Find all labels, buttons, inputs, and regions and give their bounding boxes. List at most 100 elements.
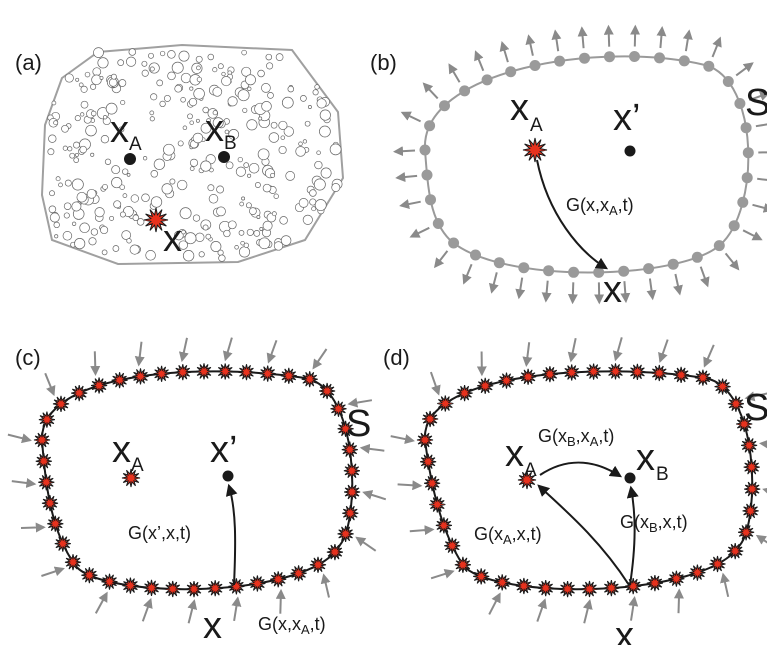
- scatterer: [180, 97, 186, 103]
- scatterer: [270, 121, 278, 129]
- receiver-dot: [554, 55, 566, 67]
- panel-d-label: (d): [383, 345, 410, 370]
- scatterer: [245, 74, 256, 86]
- scatterer: [129, 244, 140, 255]
- source-star-icon: [416, 431, 434, 449]
- inward-arrow-icon: [612, 337, 623, 362]
- green-function-inner-label: G(x’,x,t): [128, 523, 191, 543]
- receiver-dot: [518, 262, 530, 274]
- source-star-icon: [689, 564, 706, 581]
- inward-arrow-icon: [355, 536, 377, 552]
- scatterer: [93, 47, 104, 58]
- scatterer: [99, 75, 104, 80]
- source-star-icon: [33, 431, 51, 449]
- source-star-icon: [341, 441, 358, 458]
- green-function-ab-label: G(xB,xA,t): [538, 426, 614, 449]
- scatterer: [256, 215, 261, 219]
- scatterer: [122, 168, 129, 175]
- scatterer: [298, 141, 303, 147]
- inward-arrow-icon: [231, 596, 242, 622]
- scatterer: [104, 158, 112, 165]
- inward-arrow-icon: [275, 588, 286, 614]
- scatterer: [314, 160, 323, 170]
- green-function-arrow: [536, 159, 609, 270]
- scatterer: [119, 211, 126, 218]
- receiver-dot: [629, 51, 640, 62]
- scatterer: [309, 189, 317, 197]
- scatterer: [182, 250, 195, 262]
- inward-arrow-icon: [488, 592, 501, 615]
- source-star-icon: [91, 377, 108, 394]
- scatterer: [48, 134, 57, 143]
- scatterer: [145, 250, 156, 261]
- inward-arrow-icon: [41, 566, 65, 577]
- source-star-icon: [35, 453, 52, 470]
- receiver-dot: [618, 265, 630, 277]
- inward-arrow-icon: [720, 572, 730, 598]
- source-star-icon: [737, 524, 755, 541]
- scatterer: [173, 230, 184, 241]
- source-star-icon: [326, 543, 344, 561]
- outward-arrow-icon: [724, 252, 740, 271]
- scatterer: [150, 93, 158, 101]
- inward-arrows: [7, 337, 387, 624]
- scatterer: [212, 86, 223, 97]
- scatterer: [205, 233, 212, 240]
- scatterer: [243, 162, 250, 168]
- scatterer: [320, 167, 332, 179]
- scatterer: [283, 126, 294, 137]
- source-star-icon: [71, 384, 88, 402]
- inward-arrow-icon: [536, 598, 547, 622]
- scatterer: [167, 71, 176, 81]
- scatterer: [228, 129, 240, 140]
- scatterer: [74, 152, 79, 157]
- point-a-label: x: [505, 433, 524, 475]
- scatterer: [241, 49, 247, 56]
- outward-arrow-icon: [755, 123, 767, 128]
- surface-label: S: [744, 387, 767, 429]
- scatterer: [100, 225, 109, 235]
- inward-arrows: [390, 337, 767, 624]
- source-star-icon: [344, 483, 361, 501]
- scatterer: [195, 118, 200, 123]
- inward-arrow-icon: [266, 339, 278, 364]
- scatterer: [64, 179, 72, 187]
- source-star-icon: [672, 366, 690, 384]
- scatterer: [313, 178, 326, 191]
- scatterer: [178, 50, 190, 62]
- outward-arrow-icon: [525, 34, 536, 56]
- source-star-icon: [228, 578, 245, 595]
- scatterer: [196, 65, 201, 71]
- scatterer: [141, 60, 148, 67]
- outward-arrow-icon: [551, 29, 562, 52]
- panel-b: (b) S x A x’ G(x,xA,t) x: [370, 24, 767, 311]
- scatterer: [85, 124, 97, 137]
- scatterer: [198, 251, 205, 258]
- point-a: x A: [510, 87, 548, 163]
- scatterer: [111, 177, 123, 189]
- medium-outline: [40, 43, 345, 266]
- outward-arrow-icon: [400, 111, 422, 123]
- inward-arrow-icon: [397, 480, 423, 491]
- scatterer: [71, 221, 77, 226]
- inward-arrow-icon: [44, 372, 56, 397]
- scatterer: [118, 126, 125, 133]
- scatterer: [90, 83, 97, 90]
- scatterer: [73, 157, 80, 163]
- source-star-icon: [330, 400, 347, 417]
- inward-arrow-icon: [11, 478, 37, 488]
- outward-arrow-icon: [699, 266, 710, 288]
- inward-arrow-icon: [312, 348, 328, 370]
- scatterer: [101, 249, 108, 256]
- source-star-icon: [420, 453, 437, 470]
- receiver-dot: [678, 55, 690, 67]
- scatterer: [246, 228, 254, 236]
- scatterer: [80, 85, 88, 93]
- receiver-dot: [425, 194, 436, 206]
- scatterer: [88, 237, 97, 246]
- scatterer: [80, 112, 85, 117]
- source-point: x: [143, 207, 182, 260]
- source-star-icon: [494, 574, 511, 591]
- scatterer: [121, 230, 132, 240]
